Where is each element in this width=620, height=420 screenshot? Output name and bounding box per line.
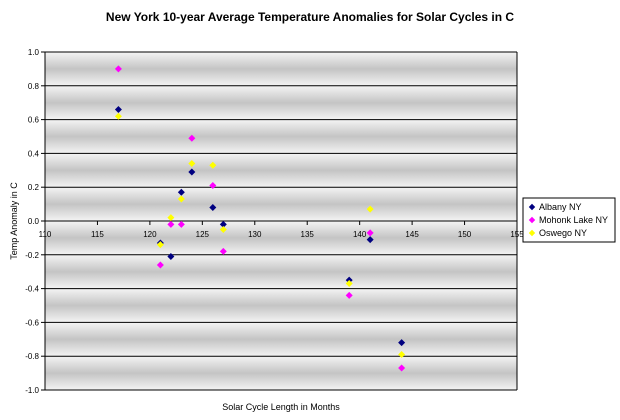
y-tick-label: 0.2 [28,183,40,192]
data-point [167,220,175,228]
legend: Albany NY Mohonk Lake NY Oswego NY [522,197,616,243]
data-point [398,364,406,372]
data-point [209,203,217,211]
data-point [188,168,196,176]
plot-band [45,356,517,390]
x-axis-ticks: 110 115 120 125 130 135 140 145 150 155 [39,221,524,239]
x-tick-label: 135 [301,230,315,239]
legend-marker [528,203,536,211]
x-tick-label: 150 [458,230,472,239]
x-axis-label: Solar Cycle Length in Months [222,402,340,412]
data-point [398,339,406,347]
x-tick-label: 140 [353,230,367,239]
y-tick-label: -0.6 [25,318,39,327]
series-oswego-ny [114,112,406,359]
chart-title: New York 10-year Average Temperature Ano… [106,10,514,24]
data-point [345,280,353,288]
data-point [167,252,175,260]
data-point [188,134,196,142]
plot-band [45,119,517,154]
data-point [219,247,227,255]
data-point [167,214,175,222]
data-point [114,65,122,73]
x-tick-label: 125 [196,230,210,239]
data-point [177,220,185,228]
plot-band [45,52,517,86]
y-tick-label: 0.8 [28,82,40,91]
y-axis-label: Temp Anomaly in C [9,182,19,260]
data-point [366,236,374,244]
legend-box [522,197,616,243]
data-point [177,188,185,196]
legend-label: Mohonk Lake NY [539,215,608,225]
plot-band [45,85,517,120]
x-tick-label: 130 [248,230,262,239]
legend-label: Albany NY [539,202,582,212]
y-tick-label: 1.0 [28,48,40,57]
y-tick-label: 0.0 [28,217,40,226]
plot-band [45,322,517,357]
gridlines [45,51,517,391]
y-tick-label: -0.4 [25,285,39,294]
data-point [209,182,217,190]
x-tick-label: 145 [405,230,419,239]
data-point [345,291,353,299]
plot-band [45,254,517,289]
data-point [188,160,196,168]
y-axis-ticks: 1.0 0.8 0.6 0.4 0.2 0.0 -0.2 -0.4 -0.6 -0.8 -1.0 [25,48,45,395]
y-tick-label: 0.4 [28,149,40,158]
plot-area-background [45,52,517,390]
x-tick-label: 155 [510,230,524,239]
data-points [114,65,406,372]
x-tick-label: 120 [143,230,157,239]
y-tick-label: 0.6 [28,116,40,125]
x-tick-label: 110 [39,230,52,239]
plot-band [45,288,517,323]
legend-marker [528,229,536,237]
plot-band [45,221,517,255]
data-point [398,351,406,359]
data-point [366,205,374,213]
data-point [366,229,374,237]
legend-marker [528,216,536,224]
data-point [114,105,122,113]
data-point [219,220,227,228]
plot-band [45,187,517,221]
data-point [219,225,227,233]
data-point [156,241,164,249]
data-point [209,161,217,169]
data-point [156,261,164,269]
plot-band [45,153,517,188]
legend-label: Oswego NY [539,228,587,238]
data-point [114,112,122,120]
y-tick-label: -0.2 [25,251,39,260]
y-tick-label: -0.8 [25,352,39,361]
y-tick-label: -1.0 [25,386,39,395]
x-tick-label: 115 [91,230,104,239]
series-mohonk-lake-ny [114,65,406,372]
data-point [177,195,185,203]
